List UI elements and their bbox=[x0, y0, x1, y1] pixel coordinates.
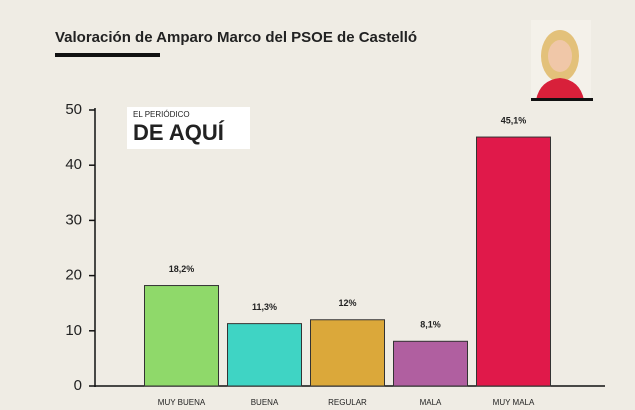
portrait-line bbox=[531, 98, 593, 101]
y-tick-label: 30 bbox=[65, 211, 82, 228]
y-tick-label: 20 bbox=[65, 267, 82, 284]
x-tick-label: REGULAR bbox=[328, 398, 367, 407]
bar bbox=[394, 341, 468, 386]
value-label: 12% bbox=[338, 298, 356, 308]
bar bbox=[477, 137, 551, 386]
portrait bbox=[531, 20, 593, 101]
value-label: 45,1% bbox=[501, 115, 527, 125]
x-tick-label: MALA bbox=[420, 398, 442, 407]
value-label: 11,3% bbox=[252, 302, 277, 312]
y-tick-label: 10 bbox=[65, 322, 82, 339]
y-tick-label: 0 bbox=[74, 377, 82, 394]
value-label: 8,1% bbox=[420, 320, 441, 330]
x-tick-label: BUENA bbox=[251, 398, 279, 407]
y-tick-label: 40 bbox=[65, 156, 82, 173]
x-tick-label: MUY BUENA bbox=[158, 398, 206, 407]
value-label: 18,2% bbox=[169, 264, 195, 274]
title-underline bbox=[55, 53, 160, 57]
logo: EL PERIÓDICO DE AQUÍ bbox=[127, 107, 250, 149]
chart: Valoración de Amparo Marco del PSOE de C… bbox=[0, 0, 635, 410]
bar bbox=[145, 286, 219, 386]
logo-top: EL PERIÓDICO bbox=[133, 110, 190, 119]
portrait-face bbox=[548, 40, 572, 72]
y-tick-label: 50 bbox=[65, 101, 82, 118]
x-tick-label: MUY MALA bbox=[493, 398, 535, 407]
logo-main: DE AQUÍ bbox=[133, 120, 225, 145]
chart-title: Valoración de Amparo Marco del PSOE de C… bbox=[55, 29, 417, 46]
bar bbox=[228, 324, 302, 386]
bar bbox=[311, 320, 385, 386]
